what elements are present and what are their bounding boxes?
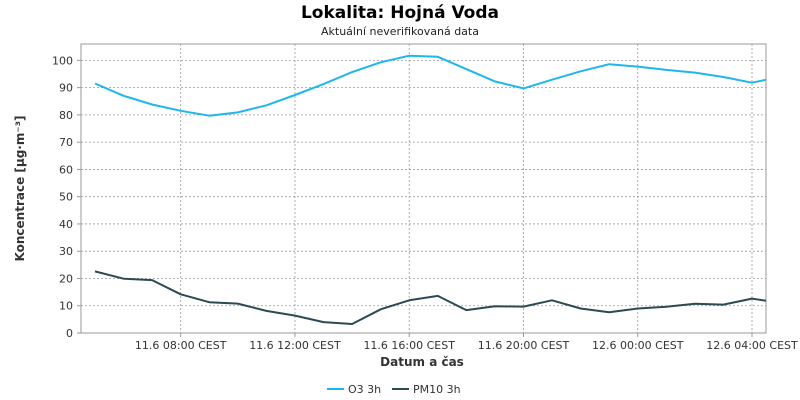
y-tick-label: 90: [59, 82, 73, 95]
x-tick-label: 11.6 16:00 CEST: [363, 339, 455, 352]
y-tick-label: 0: [66, 327, 73, 340]
legend-label: PM10 3h: [413, 383, 461, 396]
legend-item-o3: O3 3h: [327, 383, 381, 396]
series-line-pm10: [94, 270, 766, 325]
plot-area: [80, 43, 767, 334]
series-layer: [94, 54, 766, 325]
y-tick-label: 80: [59, 109, 73, 122]
y-axis: 0 10 20 30 40 50 60 70 80 90 100: [52, 54, 81, 340]
x-tick-label: 12.6 04:00 CEST: [706, 339, 798, 352]
y-axis-label: Koncentrace [µg·m⁻³]: [13, 116, 27, 262]
chart-subtitle: Aktuální neverifikovaná data: [321, 25, 479, 38]
x-tick-label: 11.6 08:00 CEST: [135, 339, 227, 352]
y-tick-label: 30: [59, 245, 73, 258]
y-tick-label: 70: [59, 136, 73, 149]
legend: O3 3h PM10 3h: [327, 383, 461, 396]
x-tick-label: 12.6 00:00 CEST: [592, 339, 684, 352]
y-tick-label: 60: [59, 163, 73, 176]
y-tick-label: 10: [59, 300, 73, 313]
x-tick-label: 11.6 12:00 CEST: [249, 339, 341, 352]
y-tick-label: 20: [59, 272, 73, 285]
legend-label: O3 3h: [348, 383, 381, 396]
y-tick-label: 50: [59, 191, 73, 204]
legend-item-pm10: PM10 3h: [392, 383, 461, 396]
grid: [81, 44, 766, 333]
chart-title: Lokalita: Hojná Voda: [301, 3, 499, 23]
x-axis-label: Datum a čas: [380, 355, 464, 369]
y-tick-label: 100: [52, 54, 73, 67]
x-tick-label: 11.6 20:00 CEST: [478, 339, 570, 352]
y-tick-label: 40: [59, 218, 73, 231]
series-line-o3: [94, 54, 766, 117]
x-axis: 11.6 08:00 CEST 11.6 12:00 CEST 11.6 16:00…: [135, 333, 798, 352]
